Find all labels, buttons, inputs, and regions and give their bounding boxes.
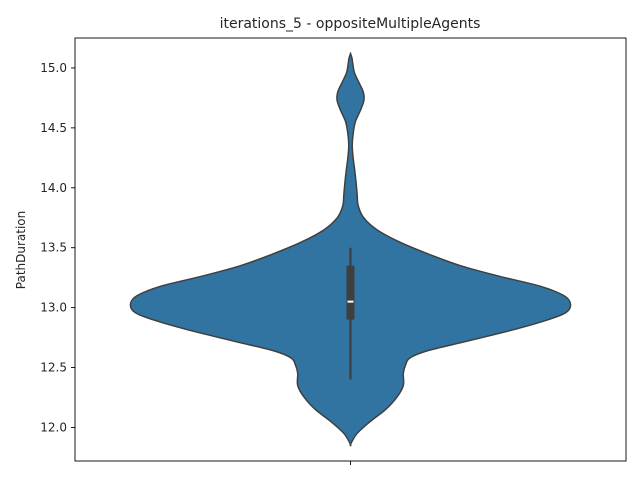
y-tick-label: 14.0 [40, 181, 67, 195]
y-tick-label: 12.5 [40, 361, 67, 375]
plot-area [129, 52, 572, 447]
y-tick-label: 14.5 [40, 121, 67, 135]
chart-title: iterations_5 - oppositeMultipleAgents [220, 16, 481, 32]
y-tick-label: 15.0 [40, 61, 67, 75]
y-tick-label: 13.0 [40, 301, 67, 315]
y-tick-label: 13.5 [40, 241, 67, 255]
violin-iqr-box [346, 265, 355, 320]
y-tick-label: 12.0 [40, 420, 67, 434]
y-axis-label: PathDuration [14, 211, 28, 289]
y-axis: 12.0 12.5 13.0 13.5 14.0 14.5 15.0 [40, 61, 75, 434]
